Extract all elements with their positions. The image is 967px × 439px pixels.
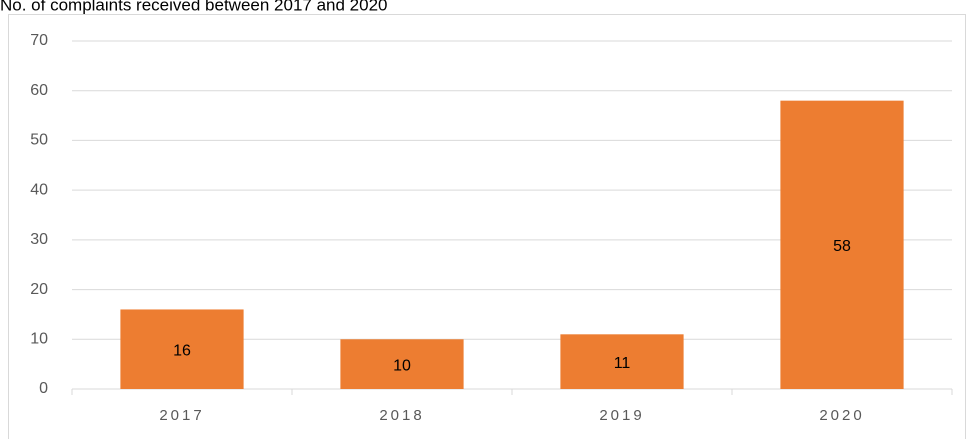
data-label: 16 — [173, 342, 191, 359]
y-tick-label: 40 — [30, 181, 48, 198]
y-tick-label: 30 — [30, 231, 48, 248]
x-tick-label: 2019 — [599, 407, 644, 424]
bar — [780, 100, 904, 390]
y-tick-label: 60 — [30, 82, 48, 99]
title-background — [0, 0, 420, 14]
x-tick-label: 2018 — [379, 407, 424, 424]
data-label: 11 — [614, 355, 631, 372]
bar — [120, 309, 244, 389]
bar — [560, 334, 684, 389]
y-tick-label: 10 — [30, 331, 48, 348]
data-label: 58 — [833, 238, 851, 255]
chart-title: No. of complaints received between 2017 … — [0, 0, 387, 14]
data-label: 10 — [393, 357, 411, 374]
x-tick-label: 2017 — [159, 407, 204, 424]
chart-frame — [8, 14, 966, 439]
y-tick-label: 0 — [39, 380, 48, 397]
y-tick-label: 20 — [30, 281, 48, 298]
y-tick-label: 50 — [30, 132, 48, 149]
y-tick-label: 70 — [30, 32, 48, 49]
bar — [340, 339, 464, 389]
x-tick-label: 2020 — [819, 407, 864, 424]
